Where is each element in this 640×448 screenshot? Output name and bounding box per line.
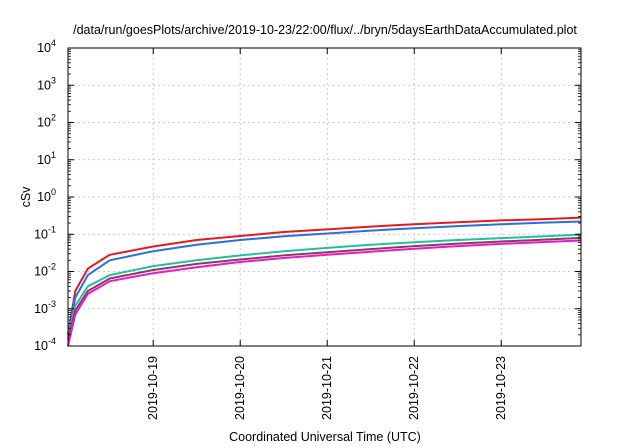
series-line-1 bbox=[67, 216, 582, 335]
series-line-4 bbox=[67, 236, 582, 340]
x-tick-label: 2019-10-19 bbox=[146, 356, 160, 420]
y-tick-label: 100 bbox=[37, 187, 56, 204]
x-tick-label: 2019-10-20 bbox=[233, 356, 247, 420]
y-tick-label: 104 bbox=[37, 38, 56, 55]
y-tick-label: 101 bbox=[37, 150, 56, 167]
y-tick-label: 103 bbox=[37, 75, 56, 92]
series-line-5 bbox=[67, 239, 582, 347]
y-tick-label: 10-4 bbox=[34, 336, 56, 353]
y-tick-label: 10-1 bbox=[34, 224, 56, 241]
y-tick-label: 10-3 bbox=[34, 299, 56, 316]
y-axis-label: cSv bbox=[19, 186, 33, 208]
x-tick-label: 2019-10-23 bbox=[494, 356, 508, 420]
y-tick-label: 10-2 bbox=[34, 262, 56, 279]
series-line-2 bbox=[67, 220, 582, 335]
chart-title: /data/run/goesPlots/archive/2019-10-23/2… bbox=[73, 23, 577, 37]
x-axis-label: Coordinated Universal Time (UTC) bbox=[229, 430, 421, 444]
x-tick-label: 2019-10-21 bbox=[320, 356, 334, 420]
x-tick-label: 2019-10-22 bbox=[407, 356, 421, 420]
y-tick-label: 102 bbox=[37, 113, 56, 130]
series-line-3 bbox=[67, 233, 582, 336]
